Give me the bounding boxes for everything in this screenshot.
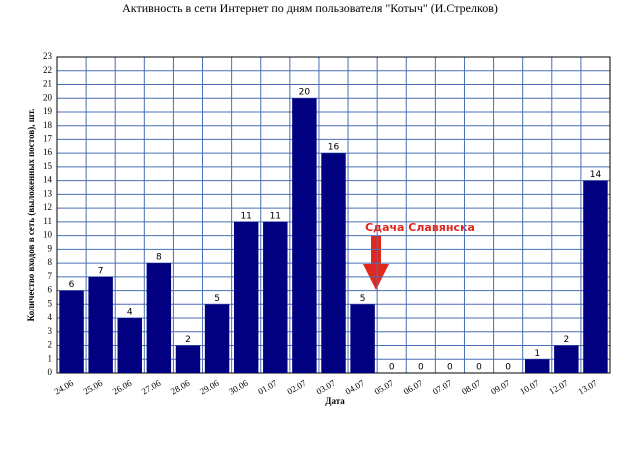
- y-tick-label: 2: [48, 340, 53, 350]
- y-tick-label: 1: [48, 353, 53, 363]
- x-tick-label: 25.06: [82, 378, 105, 397]
- y-tick-label: 12: [43, 202, 52, 212]
- value-label: 8: [156, 253, 162, 263]
- x-tick-label: 27.06: [140, 378, 163, 397]
- y-tick-label: 5: [48, 298, 53, 308]
- value-label: 0: [447, 363, 453, 373]
- x-tick-label: 26.06: [111, 378, 134, 397]
- x-tick-label: 13.07: [576, 378, 599, 397]
- value-label: 2: [185, 335, 191, 345]
- x-tick-label: 28.06: [169, 378, 192, 397]
- bar: [88, 276, 113, 373]
- value-label: 6: [69, 280, 75, 290]
- y-tick-label: 4: [48, 312, 53, 322]
- y-tick-label: 20: [43, 92, 53, 102]
- y-tick-label: 19: [43, 106, 53, 116]
- x-tick-label: 07.07: [431, 378, 454, 397]
- x-tick-label: 04.07: [344, 378, 367, 397]
- y-tick-label: 8: [48, 257, 53, 267]
- y-tick-label: 14: [43, 175, 53, 185]
- bar: [233, 221, 259, 373]
- y-tick-label: 23: [43, 51, 53, 61]
- y-tick-label: 7: [48, 271, 53, 281]
- x-axis-label: Дата: [325, 396, 345, 406]
- x-tick-label: 09.07: [489, 378, 512, 397]
- value-label: 5: [214, 294, 220, 304]
- value-label: 11: [240, 211, 251, 221]
- bar: [525, 359, 550, 373]
- value-label: 0: [505, 363, 511, 373]
- chart-title: Активность в сети Интернет по дням польз…: [122, 1, 498, 15]
- x-tick-label: 08.07: [460, 378, 483, 397]
- y-tick-label: 11: [43, 216, 52, 226]
- y-tick-label: 18: [43, 120, 53, 130]
- x-tick-label: 29.06: [198, 378, 221, 397]
- annotation: Сдача Славянска: [365, 221, 475, 234]
- bar: [554, 345, 579, 373]
- y-tick-label: 21: [43, 79, 52, 89]
- y-tick-label: 16: [43, 147, 53, 157]
- x-tick-label: 03.07: [314, 378, 337, 397]
- x-tick-label: 05.07: [373, 378, 396, 397]
- y-tick-label: 13: [43, 188, 53, 198]
- value-label: 7: [98, 266, 104, 276]
- value-label: 4: [127, 308, 133, 318]
- bar: [59, 290, 84, 373]
- bar: [583, 180, 608, 373]
- bar: [321, 153, 346, 373]
- y-tick-label: 10: [43, 230, 53, 240]
- value-label: 2: [563, 335, 569, 345]
- value-label: 20: [299, 88, 311, 98]
- value-label: 14: [590, 170, 602, 180]
- y-axis-label: Количество входов в сеть (выложенных пос…: [26, 109, 36, 322]
- bar: [263, 221, 288, 373]
- y-tick-label: 17: [43, 133, 53, 143]
- bar: [292, 98, 317, 373]
- value-label: 16: [328, 143, 340, 153]
- y-tick-label: 6: [48, 285, 53, 295]
- x-tick-label: 12.07: [547, 378, 570, 397]
- y-tick-label: 22: [43, 65, 52, 75]
- bar: [146, 263, 172, 373]
- value-label: 0: [389, 363, 395, 373]
- x-tick-label: 10.07: [518, 378, 541, 397]
- value-label: 5: [360, 294, 366, 304]
- bar: [350, 304, 375, 373]
- bar: [117, 318, 142, 373]
- value-label: 0: [476, 363, 482, 373]
- y-tick-label: 9: [48, 243, 53, 253]
- x-tick-label: 30.06: [227, 378, 250, 397]
- x-tick-label: 24.06: [53, 378, 76, 397]
- x-tick-label: 02.07: [285, 378, 308, 397]
- y-tick-label: 3: [48, 326, 53, 336]
- value-label: 1: [534, 349, 540, 359]
- bar: [175, 345, 201, 373]
- x-tick-label: 01.07: [256, 378, 279, 397]
- value-label: 11: [270, 211, 281, 221]
- bar: [204, 304, 230, 373]
- value-label: 0: [418, 363, 424, 373]
- y-tick-label: 15: [43, 161, 53, 171]
- x-tick-label: 06.07: [402, 378, 425, 397]
- y-tick-label: 0: [48, 367, 53, 377]
